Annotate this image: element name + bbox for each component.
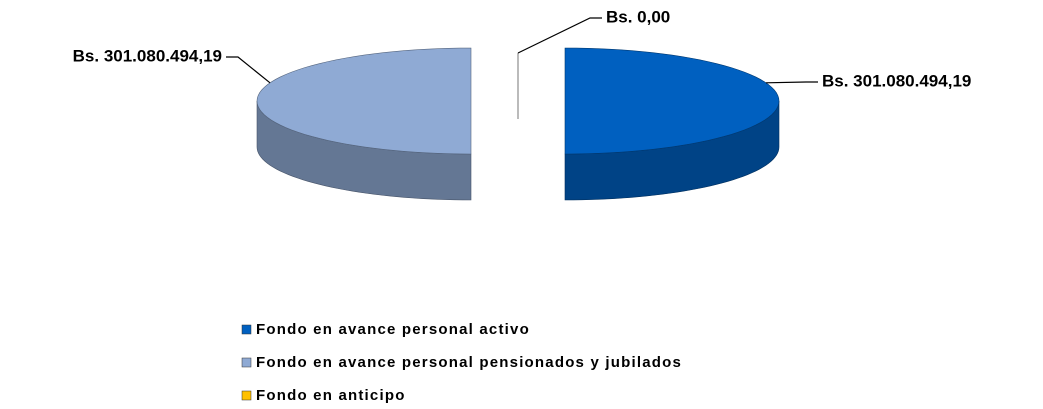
legend-swatch <box>241 324 252 335</box>
legend-label: Fondo en avance personal pensionados y j… <box>256 354 682 371</box>
legend-swatch <box>241 390 252 401</box>
slice <box>564 47 780 155</box>
leader-line <box>226 56 271 84</box>
leader-line <box>766 81 818 84</box>
value-label: Bs. 0,00 <box>606 7 670 26</box>
slice <box>256 47 472 155</box>
legend-label: Fondo en anticipo <box>256 387 406 404</box>
value-label: Bs. 301.080.494,19 <box>73 46 222 65</box>
legend-swatch <box>241 357 252 368</box>
leader-line <box>517 17 602 54</box>
value-label: Bs. 301.080.494,19 <box>822 71 971 90</box>
legend-label: Fondo en avance personal activo <box>256 321 530 338</box>
